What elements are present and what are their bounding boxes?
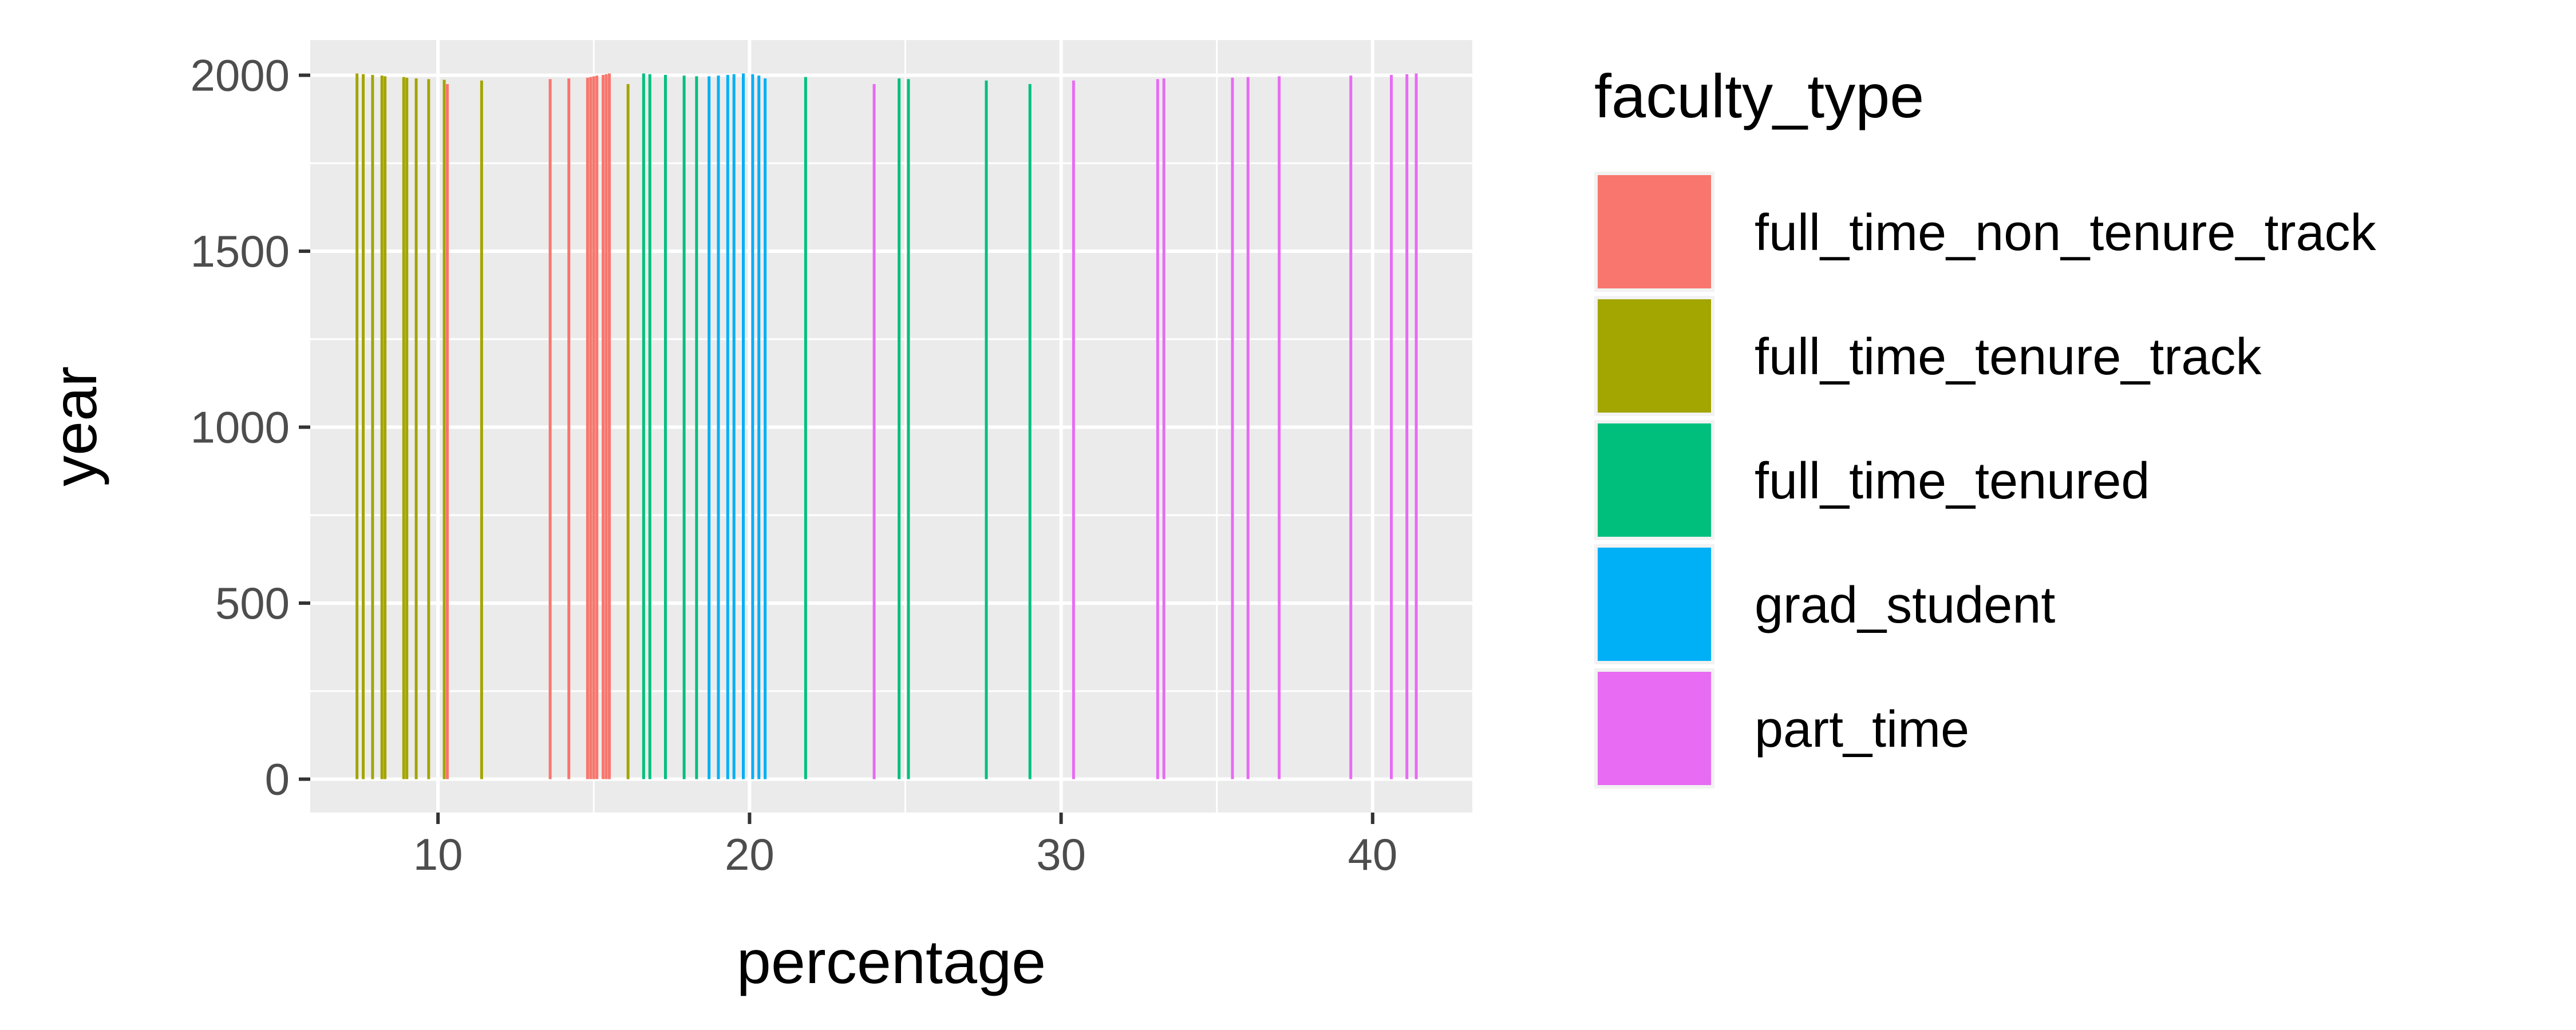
x-axis-title: percentage xyxy=(737,927,1046,996)
bar-full_time_tenure_track xyxy=(414,78,418,779)
legend-label-full_time_non_tenure_track: full_time_non_tenure_track xyxy=(1755,204,2377,262)
y-tick-label: 0 xyxy=(265,754,290,805)
x-tick-label: 20 xyxy=(725,829,775,880)
bar-grad_student xyxy=(757,76,761,779)
x-tick-label: 40 xyxy=(1348,829,1397,880)
bar-full_time_non_tenure_track xyxy=(605,74,608,779)
bar-full_time_tenure_track xyxy=(427,79,430,779)
bar-full_time_tenured xyxy=(695,76,698,779)
bar-part_time xyxy=(1278,76,1281,779)
bar-grad_student xyxy=(726,74,729,779)
bar-full_time_tenured xyxy=(1028,84,1032,779)
legend-swatch-part_time xyxy=(1598,672,1711,785)
legend-swatch-full_time_tenured xyxy=(1598,423,1711,537)
y-axis: 0 500 1000 1500 2000 xyxy=(190,50,310,805)
x-tick-label: 10 xyxy=(413,829,463,880)
bar-grad_student xyxy=(708,76,711,779)
y-tick-label: 2000 xyxy=(190,50,290,101)
bar-full_time_tenure_track xyxy=(380,76,384,779)
legend-label-grad_student: grad_student xyxy=(1755,577,2055,634)
bar-full_time_non_tenure_track xyxy=(586,77,589,779)
bar-full_time_tenure_track xyxy=(355,73,359,779)
legend-label-full_time_tenured: full_time_tenured xyxy=(1755,453,2150,510)
grid-major xyxy=(310,40,1472,813)
bar-part_time xyxy=(1246,77,1250,779)
y-tick-label: 1000 xyxy=(190,402,290,453)
bar-full_time_tenure_track xyxy=(371,74,374,779)
x-axis: 10 20 30 40 xyxy=(413,813,1397,880)
bar-full_time_non_tenure_track xyxy=(567,78,571,779)
bar-part_time xyxy=(1389,74,1393,779)
y-tick-label: 1500 xyxy=(190,226,290,276)
bar-full_time_non_tenure_track xyxy=(445,84,449,779)
bar-part_time xyxy=(1415,73,1418,779)
bar-part_time xyxy=(1405,74,1409,779)
bar-full_time_non_tenure_track xyxy=(595,76,599,779)
y-tick-label: 500 xyxy=(215,578,290,628)
bar-part_time xyxy=(1231,77,1234,779)
bar-grad_student xyxy=(741,73,745,779)
bar-full_time_tenured xyxy=(907,79,910,779)
bar-full_time_tenure_track xyxy=(362,74,365,779)
bar-full_time_tenured xyxy=(682,76,686,779)
legend-swatch-grad_student xyxy=(1598,548,1711,661)
bar-full_time_tenured xyxy=(642,73,645,779)
bar-full_time_non_tenure_track xyxy=(589,77,592,779)
bar-part_time xyxy=(1162,78,1165,779)
y-axis-title: year xyxy=(40,366,109,486)
bar-full_time_non_tenure_track xyxy=(602,74,605,779)
bar-full_time_tenure_track xyxy=(480,80,483,779)
legend-swatch-full_time_tenure_track xyxy=(1598,299,1711,413)
bar-part_time xyxy=(1156,79,1159,779)
bar-part_time xyxy=(1349,76,1353,779)
legend-label-part_time: part_time xyxy=(1755,701,1969,758)
bar-part_time xyxy=(1072,80,1075,779)
bar-full_time_tenure_track xyxy=(626,84,630,779)
legend-title: faculty_type xyxy=(1594,61,1924,130)
bar-grad_student xyxy=(717,76,720,779)
bar-full_time_tenured xyxy=(804,77,807,779)
x-tick-label: 30 xyxy=(1036,829,1086,880)
legend-swatch-full_time_non_tenure_track xyxy=(1598,175,1711,288)
bar-full_time_tenured xyxy=(648,74,651,779)
bars xyxy=(355,73,1418,779)
bar-full_time_non_tenure_track xyxy=(592,76,595,779)
bar-full_time_tenured xyxy=(663,74,667,779)
bar-full_time_tenured xyxy=(898,78,901,779)
bar-full_time_tenure_track xyxy=(405,77,409,779)
bar-full_time_tenured xyxy=(985,80,988,779)
bar-full_time_tenure_track xyxy=(442,80,446,779)
bar-full_time_tenure_track xyxy=(384,76,387,779)
bar-full_time_non_tenure_track xyxy=(548,79,552,779)
bar-grad_student xyxy=(751,74,754,779)
bar-grad_student xyxy=(732,74,736,779)
bar-part_time xyxy=(872,84,876,779)
legend-label-full_time_tenure_track: full_time_tenure_track xyxy=(1755,328,2262,386)
bar-grad_student xyxy=(764,78,767,779)
bar-full_time_non_tenure_track xyxy=(607,73,611,779)
bar-full_time_tenure_track xyxy=(402,77,405,779)
legend: faculty_type full_time_non_tenure_trackf… xyxy=(1594,61,2377,789)
